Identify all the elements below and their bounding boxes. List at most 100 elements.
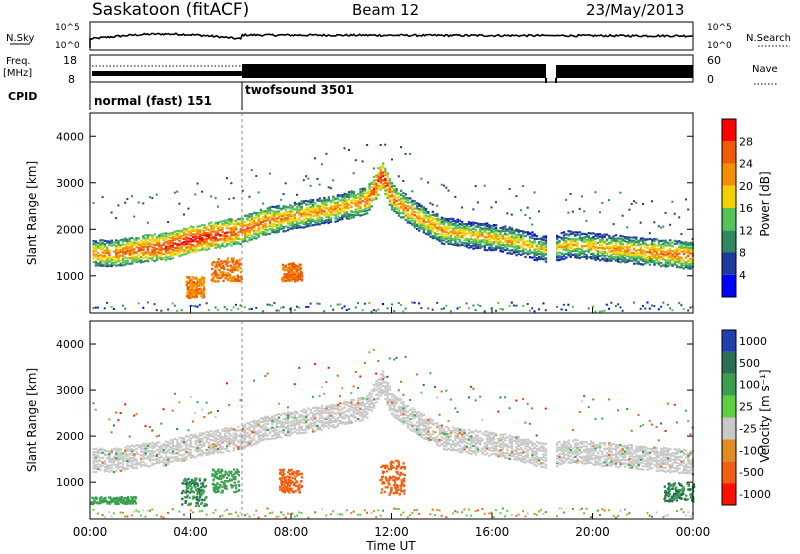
power-cell [222,279,225,283]
power-cell [189,288,192,291]
power-cell [201,248,204,251]
power-cell [131,241,134,244]
power-cell [225,224,229,227]
power-cell [621,245,624,248]
velocity-cell [311,414,315,417]
velocity-cell [305,419,308,423]
power-cell [621,214,624,217]
velocity-cell [103,468,107,471]
power-cell [642,263,645,266]
power-cell [662,255,665,259]
velocity-cell [259,426,263,429]
velocity-cell [350,398,353,402]
power-cell [203,240,206,243]
power-cell [176,309,179,312]
power-cell [169,251,172,254]
power-cell [300,202,303,205]
velocity-cell [388,406,391,409]
power-cell [280,306,283,309]
velocity-cell [185,448,188,451]
power-cell [230,266,233,269]
velocity-cell [327,419,330,423]
power-cell [298,218,301,221]
power-cell [352,210,355,214]
power-cell [119,250,122,253]
power-cell [501,250,505,253]
power-cell [106,251,109,254]
power-cell [293,201,297,204]
power-cell [196,285,199,288]
power-cell [282,230,285,233]
power-cell [424,214,428,217]
power-cell [562,240,566,243]
power-cell [112,258,116,261]
power-cell [183,227,186,230]
velocity-cell [106,450,109,453]
velocity-cell [298,430,301,433]
velocity-cell [126,454,129,457]
power-cell [343,205,346,209]
power-cell [230,278,233,281]
power-cell [192,244,195,247]
power-cell [128,237,131,240]
power-cell [350,205,353,208]
velocity-cell [219,442,222,445]
velocity-cell [92,451,95,454]
power-cell [289,207,292,210]
power-cell [199,292,202,295]
velocity-cell [291,420,294,423]
power-cell [565,256,568,259]
power-cell [117,243,120,246]
power-cell [255,232,258,235]
power-cell [117,240,120,243]
power-cell [212,261,216,264]
velocity-cell [343,403,346,406]
power-cell [522,238,525,241]
velocity-cell [92,456,95,459]
power-cell [368,191,371,194]
power-cell [216,205,219,208]
power-cell [300,200,303,203]
velocity-cell [228,432,231,435]
velocity-cell [108,454,111,457]
velocity-cell [131,448,134,451]
power-cell [621,235,624,238]
power-cell [495,236,498,239]
power-cell [461,229,464,232]
velocity-cell [302,408,306,411]
velocity-cell [115,469,118,472]
power-cell [151,249,154,252]
power-cell [510,231,514,234]
power-cell [556,259,559,262]
velocity-cell [149,457,152,461]
power-cell [495,309,497,312]
power-cell [117,242,120,245]
power-cell [176,243,179,246]
velocity-cell [314,413,317,416]
power-cell [655,253,658,256]
power-cell [461,231,464,234]
velocity-cell [361,397,364,400]
power-cell [264,219,267,222]
power-cell [273,224,276,227]
power-cell [336,201,339,204]
velocity-cell [293,419,297,422]
cpid-mode-2: twofsound 3501 [245,83,354,97]
power-cell [271,229,274,232]
nsky-strip: N.Sky 10^5 10^0 10^5 10^0 N.Search [6,21,791,51]
power-cell [314,201,317,205]
velocity-cell [110,459,113,462]
power-cell [646,261,649,264]
power-cell [542,255,545,258]
power-cell [305,211,308,214]
power-cell [259,232,263,235]
power-cell [164,253,168,256]
velocity-cell [379,378,382,382]
power-cell [271,223,274,226]
velocity-cell [368,408,371,412]
power-cell [121,249,125,252]
power-cell [488,240,491,243]
power-cell [377,187,380,190]
velocity-cell [201,432,204,435]
power-cell [483,238,486,241]
